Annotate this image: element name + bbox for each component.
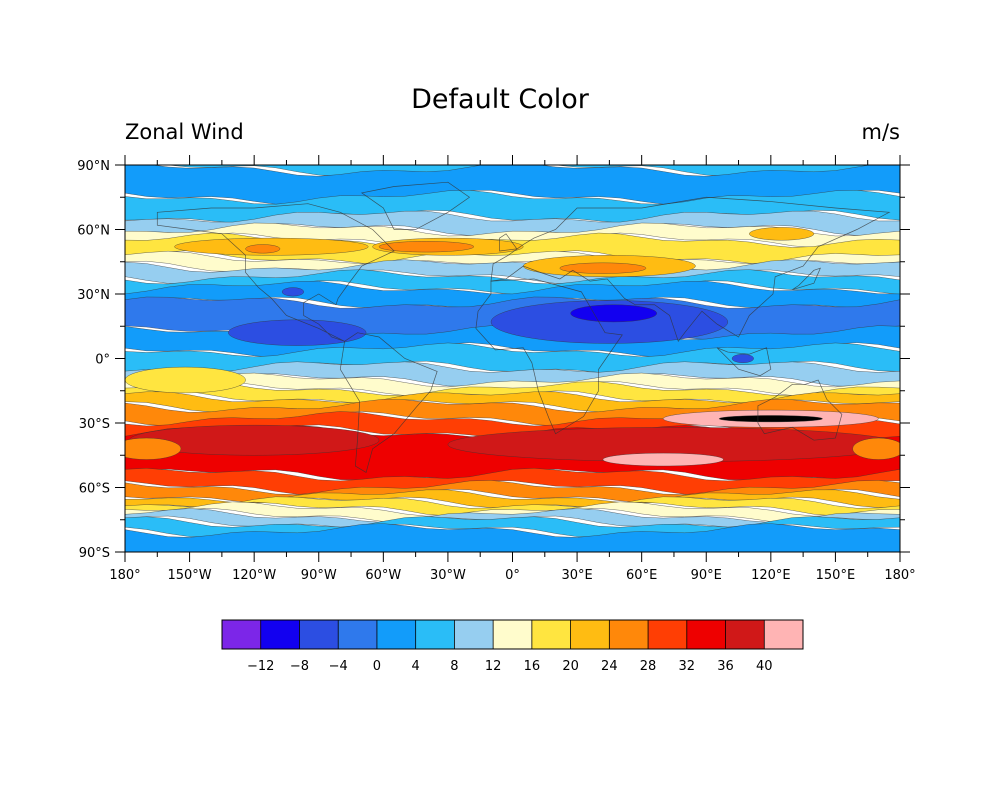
colorbar-swatch xyxy=(260,620,300,649)
lon-tick-label: 60°E xyxy=(626,568,657,583)
lat-tick-label: 0° xyxy=(95,353,110,368)
contour-cell xyxy=(378,241,474,253)
colorbar-swatch xyxy=(454,620,494,649)
coastline-segment xyxy=(156,203,395,342)
lat-tick-label: 60°N xyxy=(77,224,110,239)
contour-band xyxy=(125,361,900,387)
lon-tick-label: 150°W xyxy=(167,568,211,583)
lon-tick-label: 90°E xyxy=(691,568,722,583)
coastline-segment xyxy=(716,347,772,377)
contour-cell xyxy=(228,319,367,346)
longitude-axis: 180° 150°W 120°W 90°W 60°W 30°W 0° 30°E 60°E 90°E… xyxy=(109,155,916,583)
coastline-segment xyxy=(792,267,821,291)
contour-band xyxy=(125,398,900,427)
coastline-segment xyxy=(499,233,518,252)
coastlines xyxy=(156,181,891,473)
colorbar: −12 −8 −4 0 4 8 12 16 20 24 28 32 36 40 xyxy=(221,619,804,674)
variable-label: Zonal Wind xyxy=(125,120,244,144)
lon-tick-label: 90°W xyxy=(301,568,337,583)
contour-cell xyxy=(570,304,657,323)
lon-tick-label: 60°W xyxy=(365,568,401,583)
colorbar-swatch xyxy=(376,620,416,649)
colorbar-swatch xyxy=(648,620,687,649)
colorbar-swatch xyxy=(222,620,261,649)
colorbar-swatch xyxy=(531,620,571,649)
coastline-segment xyxy=(475,278,623,435)
contour-band xyxy=(125,372,900,396)
coastline-segment xyxy=(360,181,471,230)
lon-tick-label: 180° xyxy=(884,568,915,583)
contour-cell xyxy=(718,415,823,423)
colorbar-label: 8 xyxy=(450,659,458,674)
latitude-axis: 90°N 60°N 30°N 0° 30°S 60°S 90°S xyxy=(77,159,910,561)
colorbar-frame xyxy=(221,619,804,650)
colorbar-swatch xyxy=(338,620,377,649)
colorbar-label: −4 xyxy=(329,659,348,674)
colorbar-swatch xyxy=(415,620,455,649)
contour-band xyxy=(125,496,900,517)
lat-tick-label: 90°N xyxy=(77,159,110,174)
colorbar-swatch xyxy=(725,620,765,649)
lat-tick-label: 30°N xyxy=(77,288,110,303)
colorbar-label: 24 xyxy=(601,659,618,674)
lon-tick-label: 120°W xyxy=(232,568,276,583)
contour-cell xyxy=(852,437,900,460)
colorbar-label: 36 xyxy=(717,659,734,674)
contour-cell xyxy=(245,244,281,254)
colorbar-label: −8 xyxy=(290,659,309,674)
colorbar-label: −12 xyxy=(247,659,274,674)
contour-band xyxy=(125,269,900,295)
coastline-segment xyxy=(339,332,438,473)
lon-tick-label: 0° xyxy=(505,568,520,583)
contour-cell xyxy=(602,452,724,467)
colorbar-swatch xyxy=(299,620,339,649)
colorbar-label: 20 xyxy=(562,659,579,674)
colorbar-swatch xyxy=(686,620,726,649)
contour-band xyxy=(125,222,900,248)
lat-tick-label: 60°S xyxy=(79,482,110,497)
lon-tick-label: 180° xyxy=(109,568,140,583)
colorbar-swatch xyxy=(609,620,649,649)
contour-cell xyxy=(125,437,182,460)
lat-tick-label: 30°S xyxy=(79,417,110,432)
colorbar-label: 0 xyxy=(373,659,381,674)
lat-tick-label: 90°S xyxy=(79,546,110,561)
colorbar-label: 16 xyxy=(524,659,541,674)
lon-tick-label: 30°W xyxy=(430,568,466,583)
contour-cell xyxy=(559,262,647,274)
contour-cell xyxy=(281,287,304,297)
coastline-segment xyxy=(490,196,891,343)
contour-cell xyxy=(731,353,754,364)
colorbar-label: 32 xyxy=(679,659,696,674)
contour-cell xyxy=(125,366,246,394)
units-label: m/s xyxy=(861,120,900,144)
contour-band xyxy=(125,501,900,523)
colorbar-swatch xyxy=(493,620,532,649)
colorbar-swatch xyxy=(570,620,610,649)
contour-band xyxy=(125,523,900,552)
colorbar-label: 4 xyxy=(412,659,420,674)
lon-tick-label: 150°E xyxy=(816,568,856,583)
contour-cell xyxy=(749,227,815,241)
contour-band xyxy=(125,210,900,236)
lon-tick-label: 30°E xyxy=(561,568,592,583)
lon-tick-label: 120°E xyxy=(751,568,791,583)
colorbar-label: 40 xyxy=(756,659,773,674)
map-title: Default Color xyxy=(411,84,589,115)
contour-field xyxy=(125,165,900,552)
coastline-segment xyxy=(757,379,843,441)
colorbar-swatch xyxy=(764,620,803,649)
colorbar-label: 12 xyxy=(485,659,502,674)
colorbar-label: 28 xyxy=(640,659,657,674)
